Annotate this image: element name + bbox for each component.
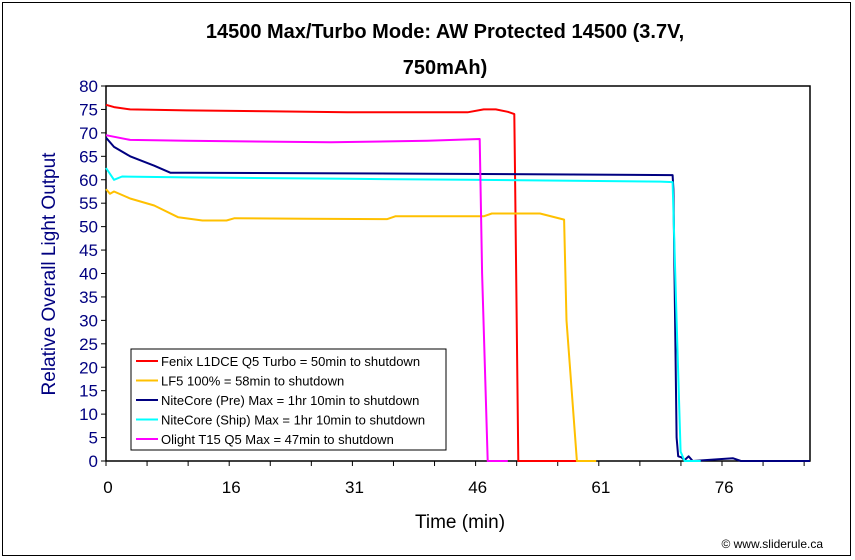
y-tick-label: 35 — [79, 288, 98, 307]
credit-text: © www.sliderule.ca — [721, 537, 823, 551]
legend-box — [130, 348, 447, 451]
x-tick-label: 46 — [468, 478, 487, 497]
chart-title-line-2: 750mAh) — [403, 57, 487, 79]
x-tick-label: 31 — [345, 478, 364, 497]
legend-entry: LF5 100% = 58min to shutdown — [161, 374, 344, 389]
x-tick-label: 0 — [103, 478, 112, 497]
y-tick-label: 70 — [79, 124, 98, 143]
y-tick-label: 65 — [79, 147, 98, 166]
y-axis-label: Relative Overall Light Output — [39, 152, 60, 396]
y-tick-label: 45 — [79, 241, 98, 260]
y-tick-label: 30 — [79, 311, 98, 330]
legend-entry: Olight T15 Q5 Max = 47min to shutdown — [161, 432, 394, 447]
y-tick-label: 10 — [79, 405, 98, 424]
legend-entry: Fenix L1DCE Q5 Turbo = 50min to shutdown — [161, 354, 420, 369]
legend-entry: NiteCore (Ship) Max = 1hr 10min to shutd… — [161, 413, 425, 428]
y-tick-label: 0 — [89, 452, 98, 471]
legend-entry: NiteCore (Pre) Max = 1hr 10min to shutdo… — [161, 393, 419, 408]
y-tick-label: 20 — [79, 358, 98, 377]
series-line-0 — [105, 103, 589, 462]
y-tick-label: 40 — [79, 265, 98, 284]
y-tick-label: 50 — [79, 218, 98, 237]
y-tick-label: 80 — [79, 77, 98, 96]
y-tick-label: 5 — [89, 429, 98, 448]
x-tick-label: 61 — [591, 478, 610, 497]
legend: Fenix L1DCE Q5 Turbo = 50min to shutdown… — [130, 348, 447, 451]
y-tick-label: 15 — [79, 382, 98, 401]
series-line-4 — [105, 134, 508, 462]
x-tick-label: 76 — [715, 478, 734, 497]
y-tick-label: 75 — [79, 100, 98, 119]
x-tick-label: 16 — [222, 478, 241, 497]
y-tick-label: 25 — [79, 335, 98, 354]
chart-title-line-1: 14500 Max/Turbo Mode: AW Protected 14500… — [206, 21, 684, 43]
y-tick-label: 55 — [79, 194, 98, 213]
y-tick-label: 60 — [79, 171, 98, 190]
x-axis-label: Time (min) — [415, 512, 505, 533]
series-line-3 — [105, 167, 701, 462]
series-line-1 — [105, 188, 597, 462]
